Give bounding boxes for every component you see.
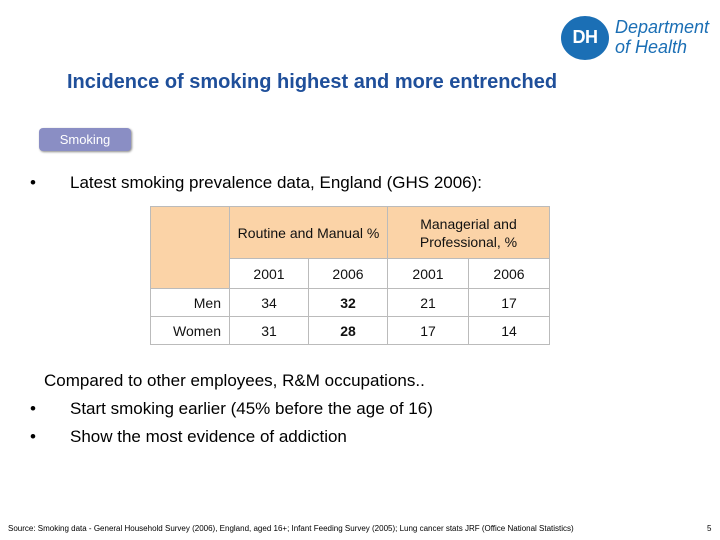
bullet-text: Start smoking earlier (45% before the ag…: [70, 399, 433, 418]
bullet-dot: •: [30, 399, 36, 418]
table-cell: 21: [387, 288, 469, 317]
year-header: 2006: [308, 258, 388, 289]
dh-logo-line1: Department: [615, 17, 710, 37]
prevalence-table: Routine and Manual % Managerial and Prof…: [150, 206, 550, 345]
bullet-dot: •: [30, 173, 36, 192]
row-label: Men: [150, 288, 230, 317]
dh-badge-text: DH: [572, 27, 599, 47]
table-cell: 31: [229, 316, 309, 345]
bullet-text: Show the most evidence of addiction: [70, 427, 347, 446]
year-header: 2001: [229, 258, 309, 289]
bullet-dot: •: [30, 427, 36, 446]
source-note: Source: Smoking data - General Household…: [8, 524, 574, 533]
dh-logo-name: Department of Health: [615, 17, 709, 57]
table-row: Men 34 32 21 17: [150, 288, 550, 317]
row-label: Women: [150, 316, 230, 345]
comparison-paragraph: Compared to other employees, R&M occupat…: [44, 371, 425, 390]
header-routine-manual: Routine and Manual %: [229, 206, 388, 259]
dh-badge: DH: [561, 16, 609, 60]
table-row: Women 31 28 17 14: [150, 316, 550, 345]
year-header: 2001: [387, 258, 469, 289]
table-cell: 28: [308, 316, 388, 345]
year-header: 2006: [468, 258, 550, 289]
table-cell: 17: [387, 316, 469, 345]
table-corner: [150, 206, 230, 289]
slide-title: Incidence of smoking highest and more en…: [67, 71, 558, 93]
header-managerial-professional: Managerial and Professional, %: [387, 206, 550, 259]
table-cell: 17: [468, 288, 550, 317]
table-cell: 14: [468, 316, 550, 345]
dh-logo-line2: of Health: [615, 37, 688, 57]
dh-logo: DH Department of Health: [561, 14, 716, 64]
page-number: 5: [707, 524, 712, 533]
bullet-text: Latest smoking prevalence data, England …: [70, 173, 483, 192]
table-cell: 32: [308, 288, 388, 317]
table-cell: 34: [229, 288, 309, 317]
section-tag: Smoking: [39, 128, 131, 151]
